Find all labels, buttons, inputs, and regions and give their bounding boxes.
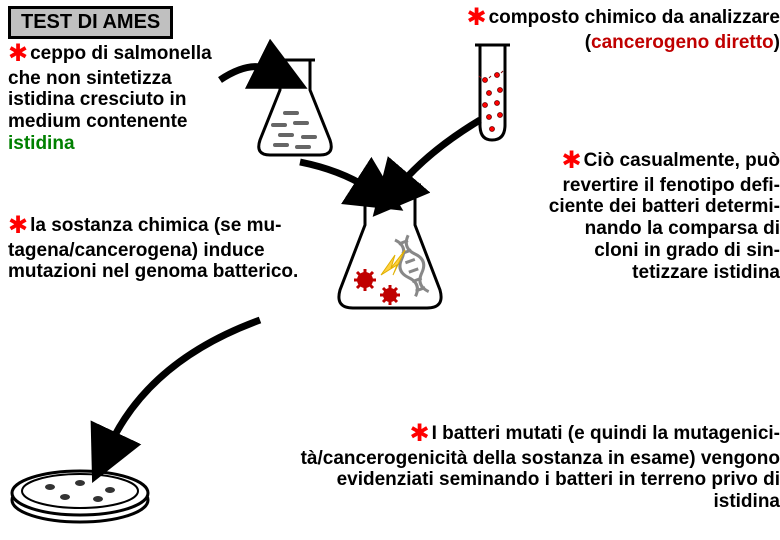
label-compound: ✱composto chimico da analiz­zare (cancer… bbox=[440, 4, 780, 53]
arrow-icon bbox=[400, 120, 480, 185]
star-icon: ✱ bbox=[8, 40, 28, 67]
flask-mixing-icon bbox=[339, 185, 441, 308]
label-revert: ✱Ciò casualmente, può revertire il fenot… bbox=[540, 147, 780, 284]
arrow-icon bbox=[110, 320, 260, 445]
arrow-icon bbox=[300, 162, 368, 188]
title-box: TEST DI AMES bbox=[8, 6, 173, 39]
star-icon: ✱ bbox=[562, 147, 582, 174]
star-icon: ✱ bbox=[466, 4, 486, 31]
label-salmonella: ✱ceppo di salmonella che non sintetizza … bbox=[8, 40, 243, 155]
star-icon: ✱ bbox=[8, 212, 28, 239]
label-mutated: ✱I batteri mutati (e quindi la mutagenic… bbox=[280, 420, 780, 513]
star-icon: ✱ bbox=[410, 420, 430, 447]
test-tube-icon bbox=[475, 45, 510, 140]
petri-dish-icon bbox=[12, 471, 148, 522]
flask-salmonella-icon bbox=[259, 60, 332, 155]
title-text: TEST DI AMES bbox=[21, 11, 160, 33]
label-mutations: ✱la sostanza chimica (se mu­tagena/cance… bbox=[8, 212, 338, 283]
